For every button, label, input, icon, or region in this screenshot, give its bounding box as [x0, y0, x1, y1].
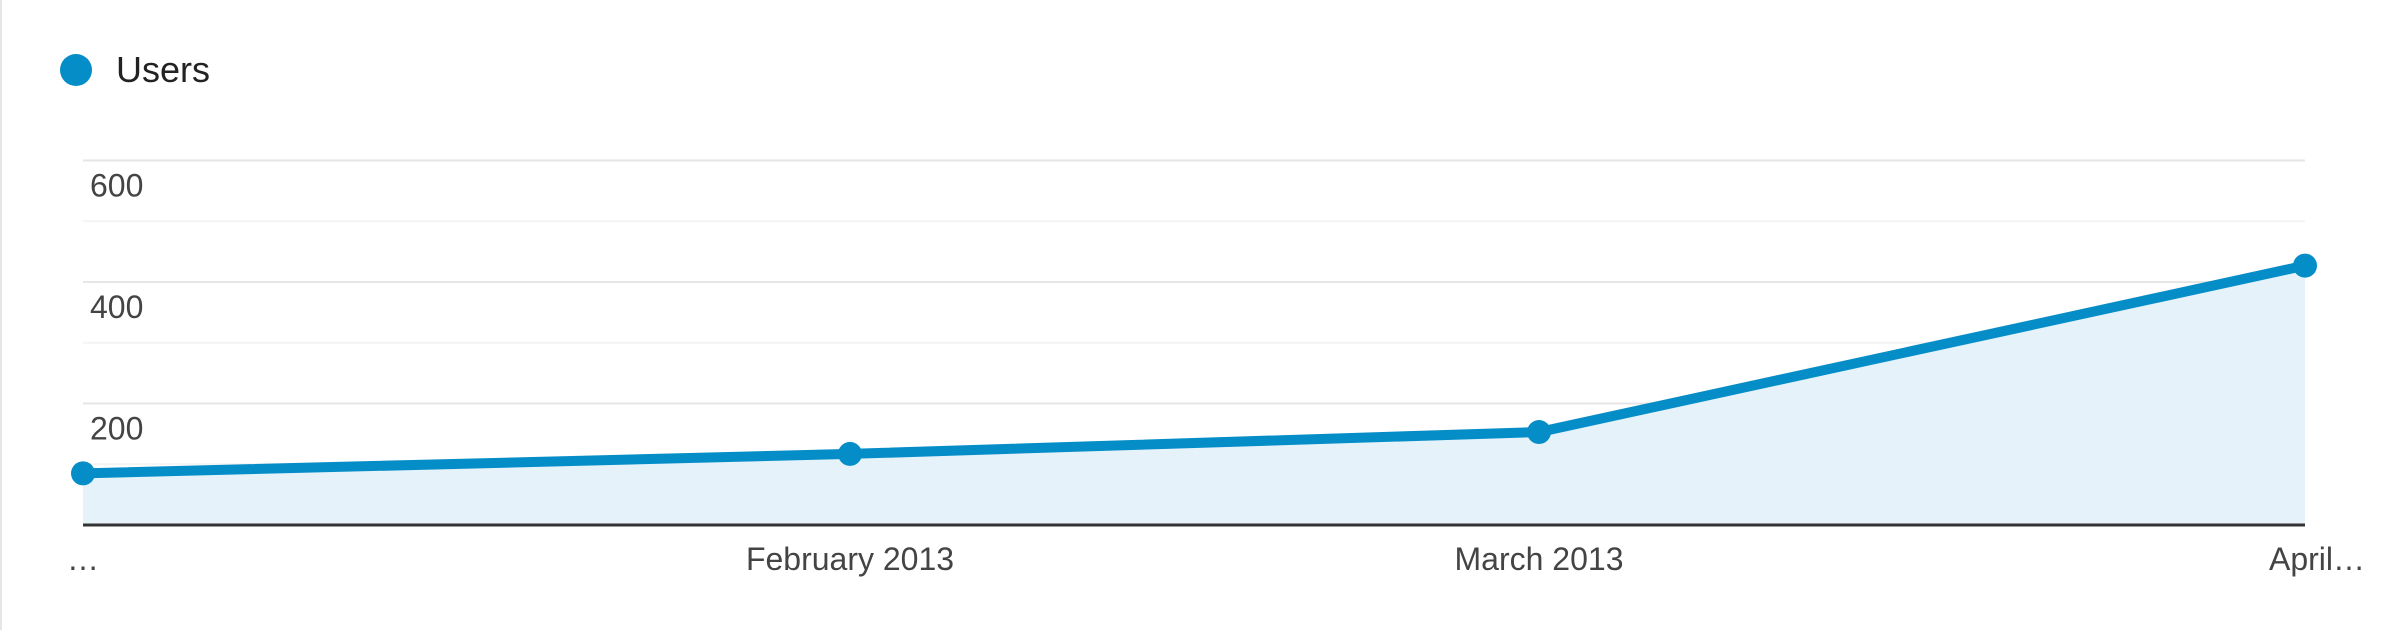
series-area-users — [83, 265, 2305, 525]
y-tick-label: 600 — [90, 168, 143, 204]
x-tick-label: March 2013 — [1455, 541, 1624, 577]
y-tick-label: 200 — [90, 411, 143, 447]
data-point — [71, 461, 95, 486]
line-layer — [78, 260, 2310, 479]
x-tick-label: … — [67, 541, 99, 577]
legend-label-users: Users — [116, 49, 211, 90]
legend[interactable]: Users — [60, 48, 210, 92]
series-line-users — [78, 260, 2310, 479]
x-tick-label: February 2013 — [746, 541, 954, 577]
x-ticks: … February 2013 March 2013 April… — [67, 541, 2365, 577]
area-layer — [83, 265, 2305, 525]
left-border — [0, 0, 2, 630]
points-layer — [71, 253, 2317, 486]
data-point — [838, 441, 862, 466]
y-ticks: 200 400 600 — [90, 168, 143, 447]
legend-dot-icon — [60, 54, 92, 86]
x-tick-label: April… — [2269, 541, 2365, 577]
y-tick-label: 400 — [90, 289, 143, 325]
data-point — [1527, 420, 1551, 445]
data-point — [2293, 253, 2317, 278]
